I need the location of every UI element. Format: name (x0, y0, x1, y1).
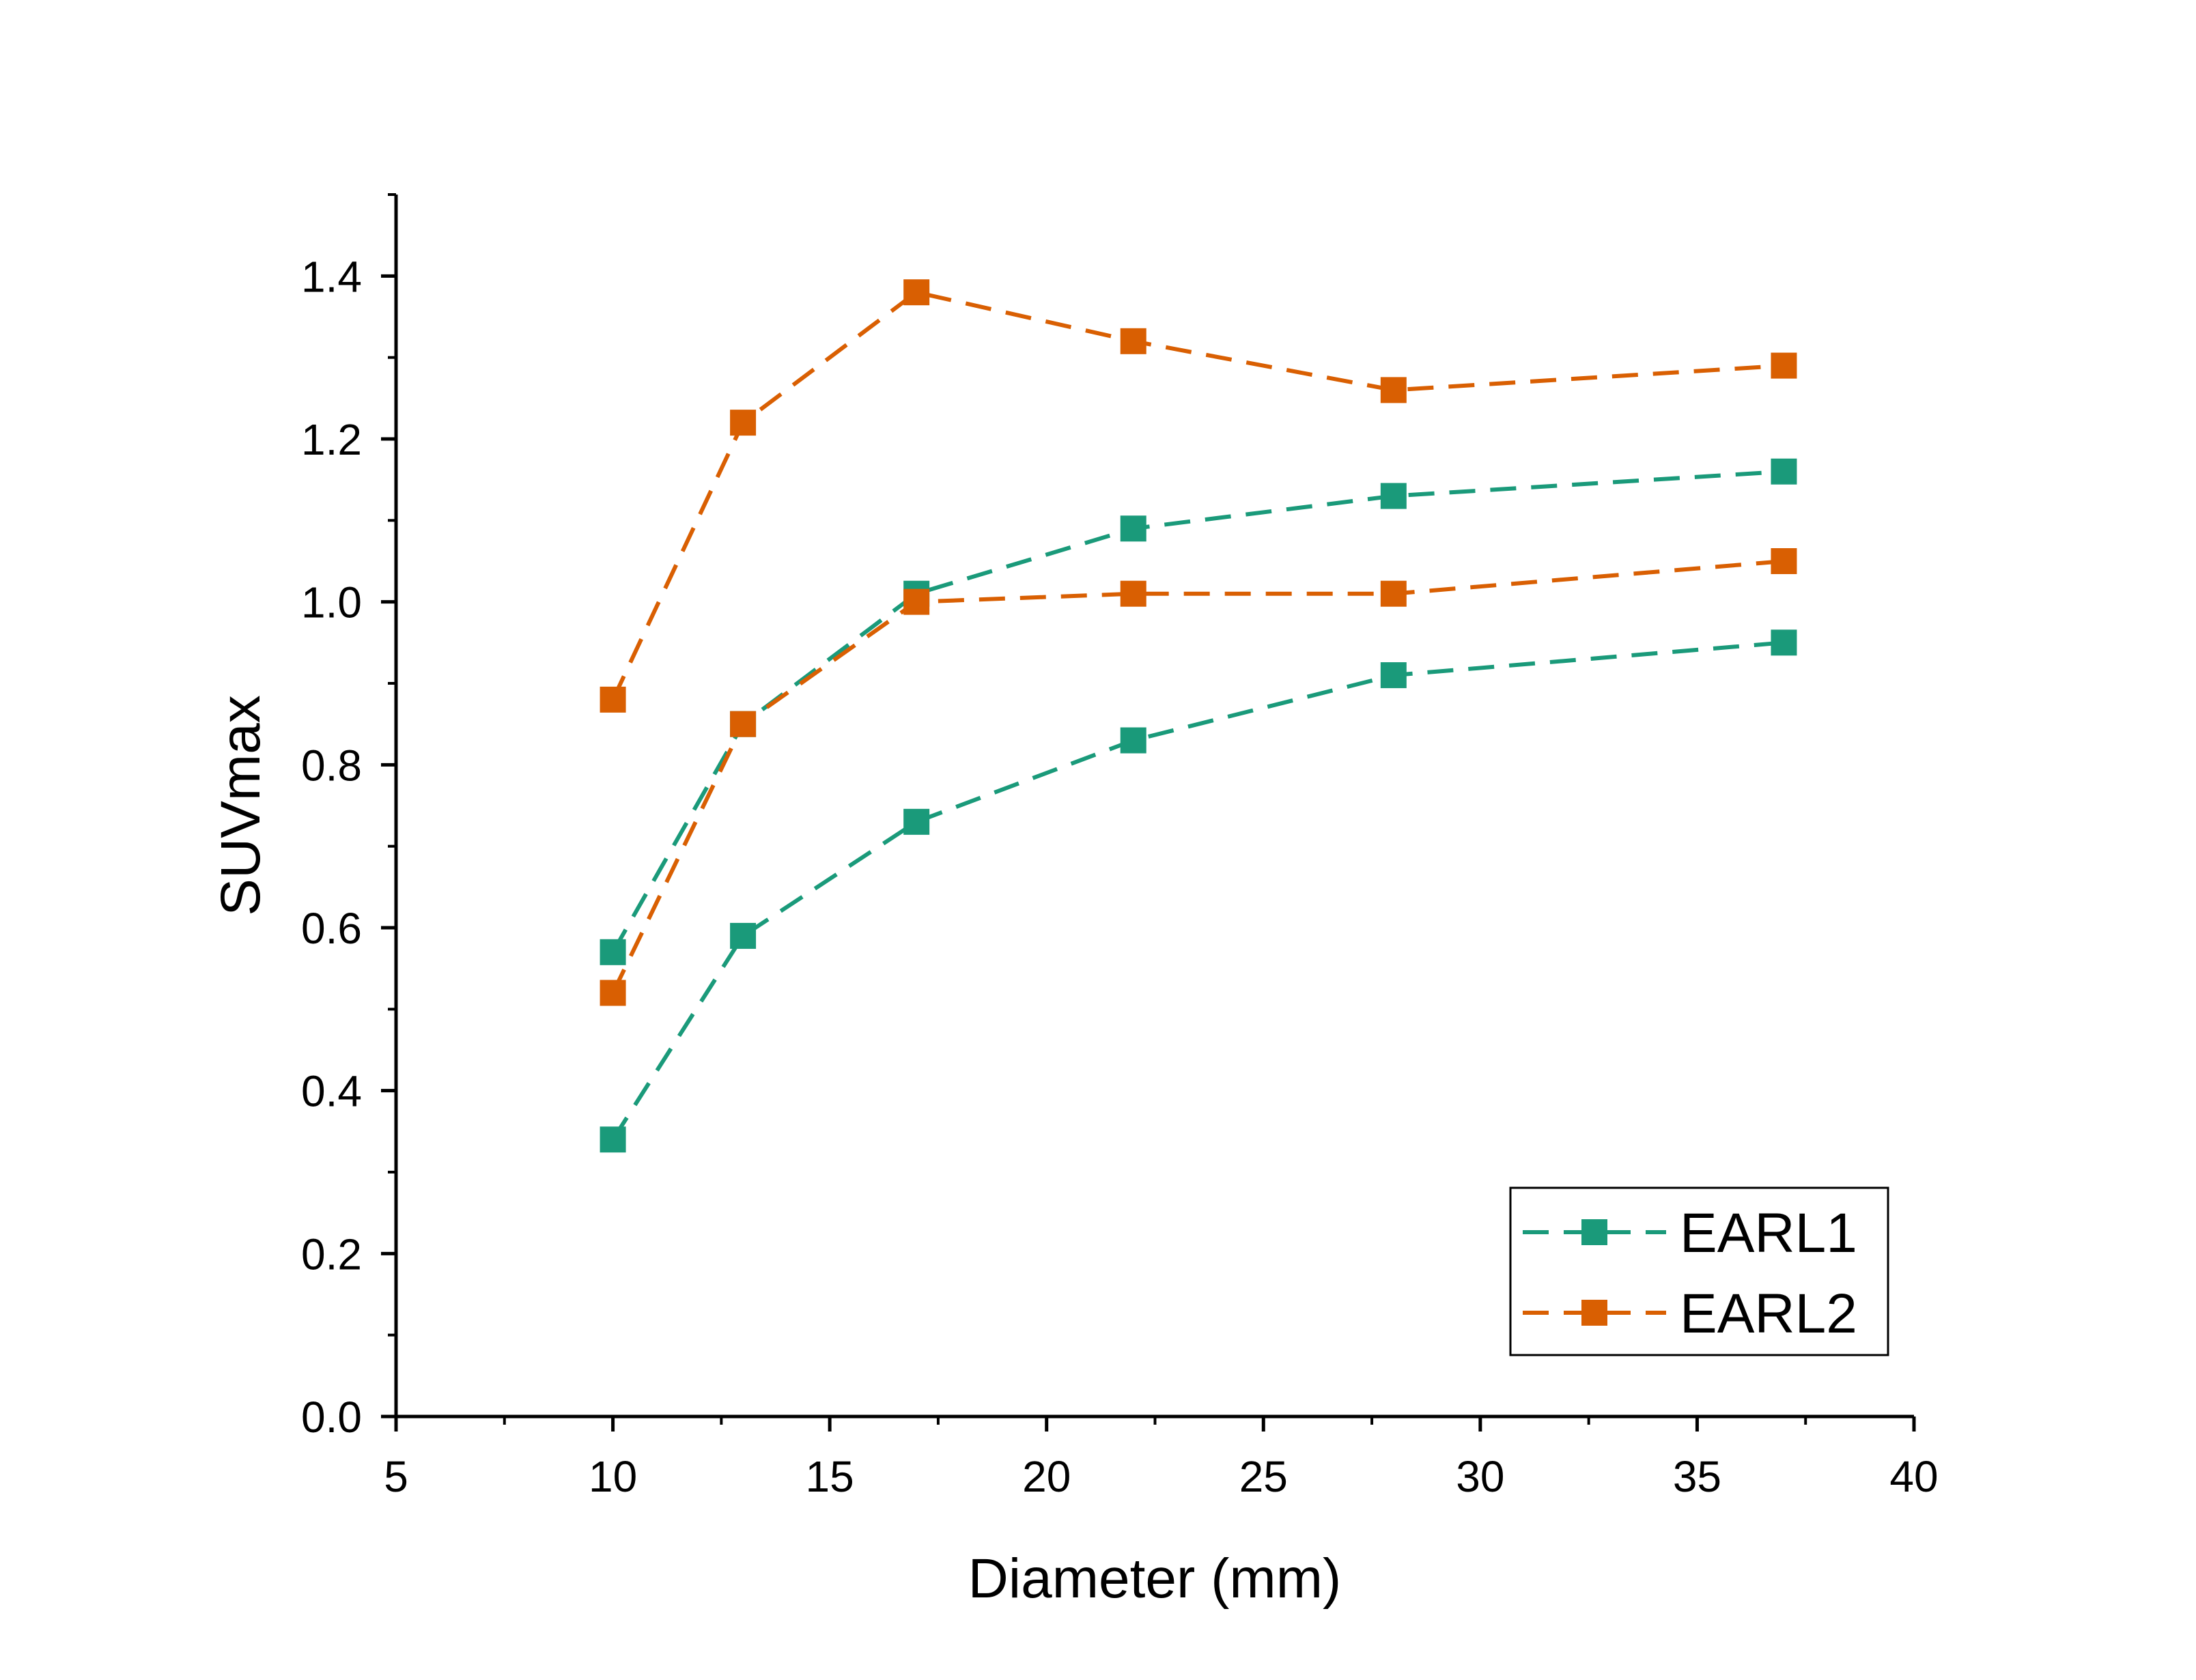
y-tick-label: 0.2 (301, 1229, 362, 1279)
x-tick-label: 15 (806, 1452, 854, 1501)
series-line-3 (610, 559, 1784, 994)
data-point (1380, 580, 1407, 607)
legend-marker (1581, 1300, 1607, 1326)
x-tick-label: 35 (1673, 1452, 1721, 1501)
series-line-0 (610, 469, 1784, 954)
x-tick-label: 10 (589, 1452, 637, 1501)
data-point (730, 711, 757, 737)
y-axis-title: SUVmax (210, 695, 272, 916)
legend-box (1509, 1186, 1889, 1356)
data-point (600, 686, 626, 713)
legend: EARL1 EARL2 (1509, 1186, 1889, 1356)
data-point (1120, 580, 1146, 607)
series-layer (600, 279, 1797, 1153)
data-point (1380, 377, 1407, 403)
y-tick-label: 0.6 (301, 904, 362, 953)
data-point (1771, 629, 1797, 656)
data-point (600, 1126, 626, 1153)
legend-marker (1581, 1219, 1607, 1245)
data-point (1771, 352, 1797, 379)
data-point (1120, 727, 1146, 754)
data-point (903, 808, 930, 835)
data-point (903, 279, 930, 306)
x-axis-title: Diameter (mm) (968, 1548, 1342, 1610)
y-tick-label: 1.2 (301, 415, 362, 464)
y-tick-label: 0.4 (301, 1067, 362, 1116)
legend-label: EARL2 (1680, 1283, 1857, 1345)
data-point (1771, 458, 1797, 485)
y-tick-label: 1.0 (301, 578, 362, 627)
series-line-2 (610, 289, 1784, 701)
ticks: 5 10 15 20 25 30 35 40 0.0 0.2 0.4 0.6 0.8 1.0 1.2 1.4 (301, 193, 1939, 1501)
series-line-1 (611, 640, 1784, 1141)
x-tick-label: 25 (1239, 1452, 1288, 1501)
data-point (1771, 548, 1797, 574)
data-point (600, 980, 626, 1006)
data-point (600, 939, 626, 965)
y-tick-label: 0.8 (301, 741, 362, 790)
data-point (730, 922, 757, 949)
x-tick-label: 30 (1456, 1452, 1504, 1501)
data-point (1120, 328, 1146, 354)
x-tick-label: 5 (384, 1452, 408, 1501)
y-tick-label: 1.4 (301, 252, 362, 301)
legend-items: EARL1 EARL2 (1523, 1202, 1857, 1345)
y-tick-label: 0.0 (301, 1393, 362, 1442)
data-point (903, 588, 930, 615)
x-tick-label: 20 (1022, 1452, 1071, 1501)
legend-label: EARL1 (1680, 1202, 1857, 1264)
x-tick-label: 40 (1889, 1452, 1938, 1501)
data-point (1380, 662, 1407, 689)
data-point (1120, 515, 1146, 542)
data-point (1380, 483, 1407, 509)
data-point (730, 410, 757, 436)
